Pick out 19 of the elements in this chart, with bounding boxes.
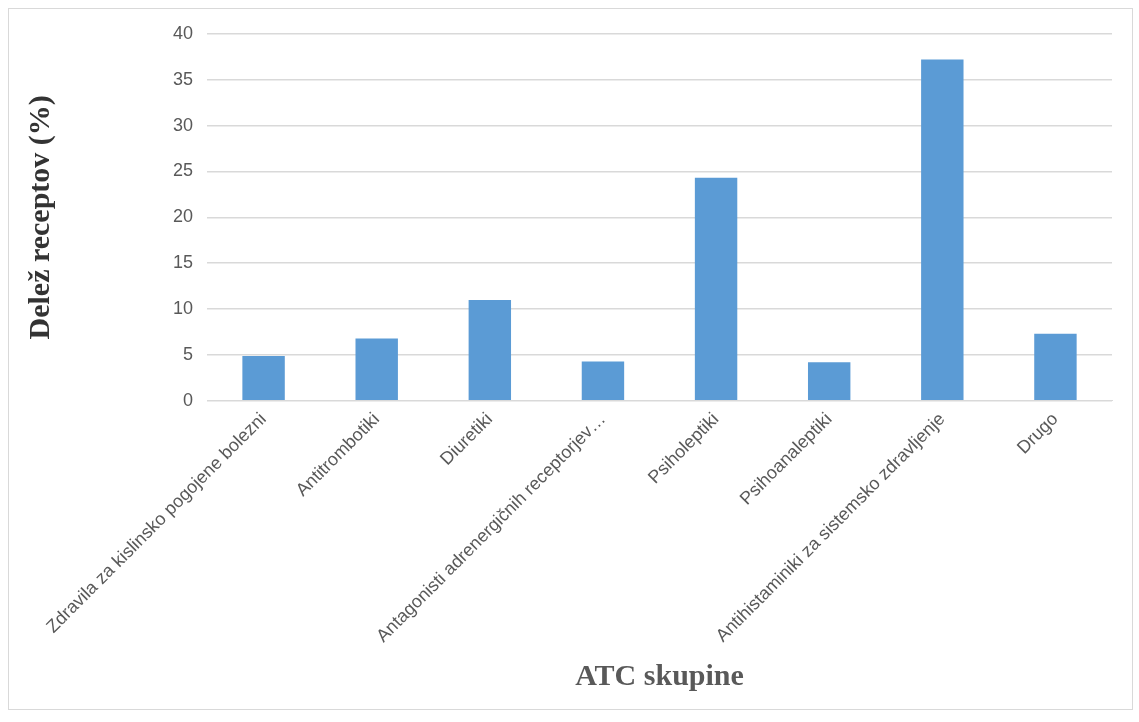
- bar: [694, 177, 738, 401]
- bar: [468, 299, 512, 401]
- bar: [355, 338, 398, 401]
- bar: [807, 362, 851, 401]
- y-tick-label: 20: [172, 206, 194, 227]
- y-tick-label: 15: [172, 252, 194, 273]
- x-axis-title: ATC skupine: [575, 657, 744, 691]
- y-tick-label: 35: [172, 68, 194, 89]
- y-tick-label: 25: [172, 160, 194, 181]
- y-tick-label: 10: [172, 298, 194, 319]
- y-tick-label: 40: [172, 22, 194, 43]
- bar: [921, 59, 964, 401]
- bar: [242, 355, 285, 401]
- y-tick-label: 0: [183, 389, 194, 410]
- y-axis-title: Delež receptov (%): [21, 95, 56, 340]
- y-tick-label: 30: [172, 114, 194, 135]
- y-tick-label: 5: [183, 343, 194, 364]
- bar: [1034, 333, 1077, 401]
- bar: [581, 361, 625, 401]
